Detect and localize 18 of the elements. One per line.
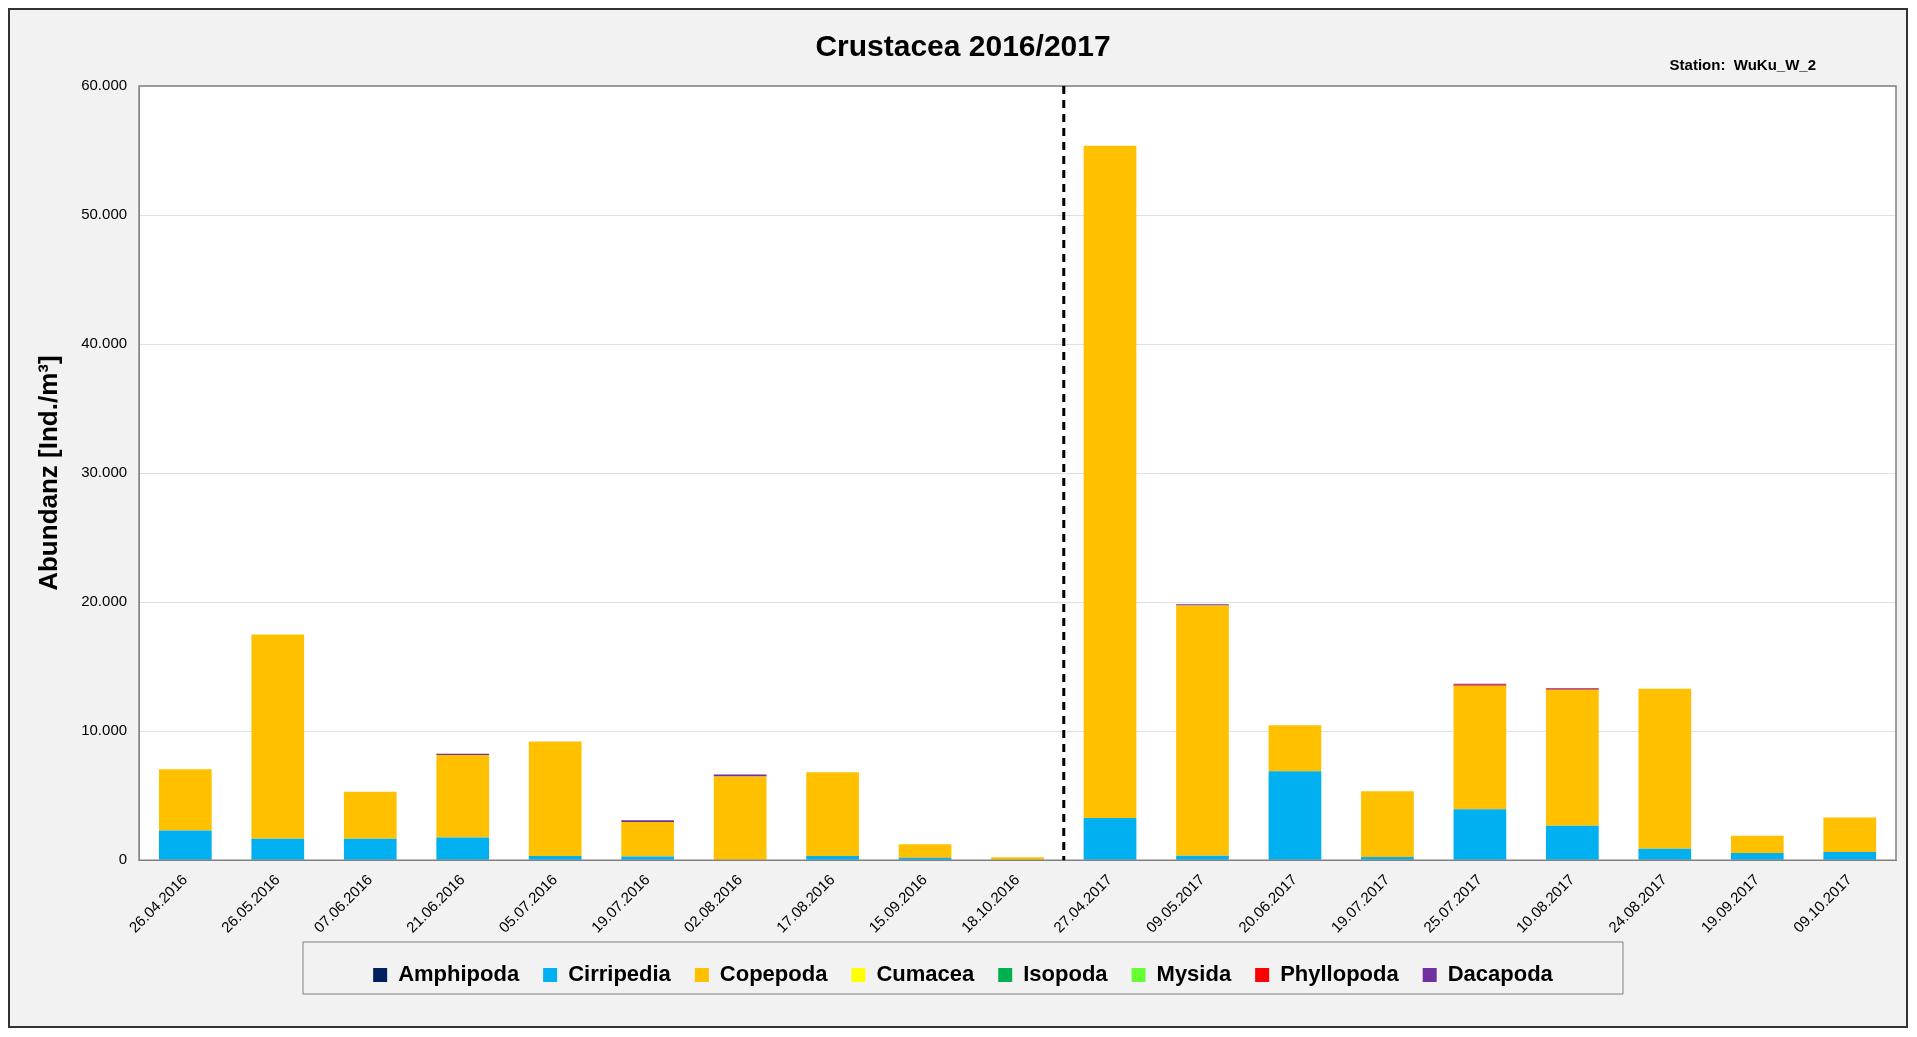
y-tick-label: 0 xyxy=(118,850,128,868)
y-tick-label: 30.000 xyxy=(81,463,128,481)
chart-title: Crustacea 2016/2017 xyxy=(815,29,1111,63)
legend-label: Phyllopoda xyxy=(1280,961,1400,987)
legend-label: Cumacea xyxy=(876,961,975,987)
y-tick-label: 50.000 xyxy=(81,205,128,223)
legend-label: Isopoda xyxy=(1023,961,1109,987)
legend-label: Mysida xyxy=(1156,961,1232,987)
y-tick-label: 10.000 xyxy=(81,721,128,739)
text: Station: WuKu_W_2 xyxy=(1669,56,1816,74)
y-axis-title: Abundanz [Ind./m³] xyxy=(32,355,63,591)
legend-label: Cirripedia xyxy=(568,961,672,987)
legend-label: Copepoda xyxy=(719,961,829,987)
y-tick-label: 20.000 xyxy=(81,592,128,610)
legend-label: Dacapoda xyxy=(1447,961,1554,987)
y-tick-label: 60.000 xyxy=(81,76,128,94)
legend-label: Amphipoda xyxy=(398,961,520,987)
y-tick-label: 40.000 xyxy=(81,334,128,352)
